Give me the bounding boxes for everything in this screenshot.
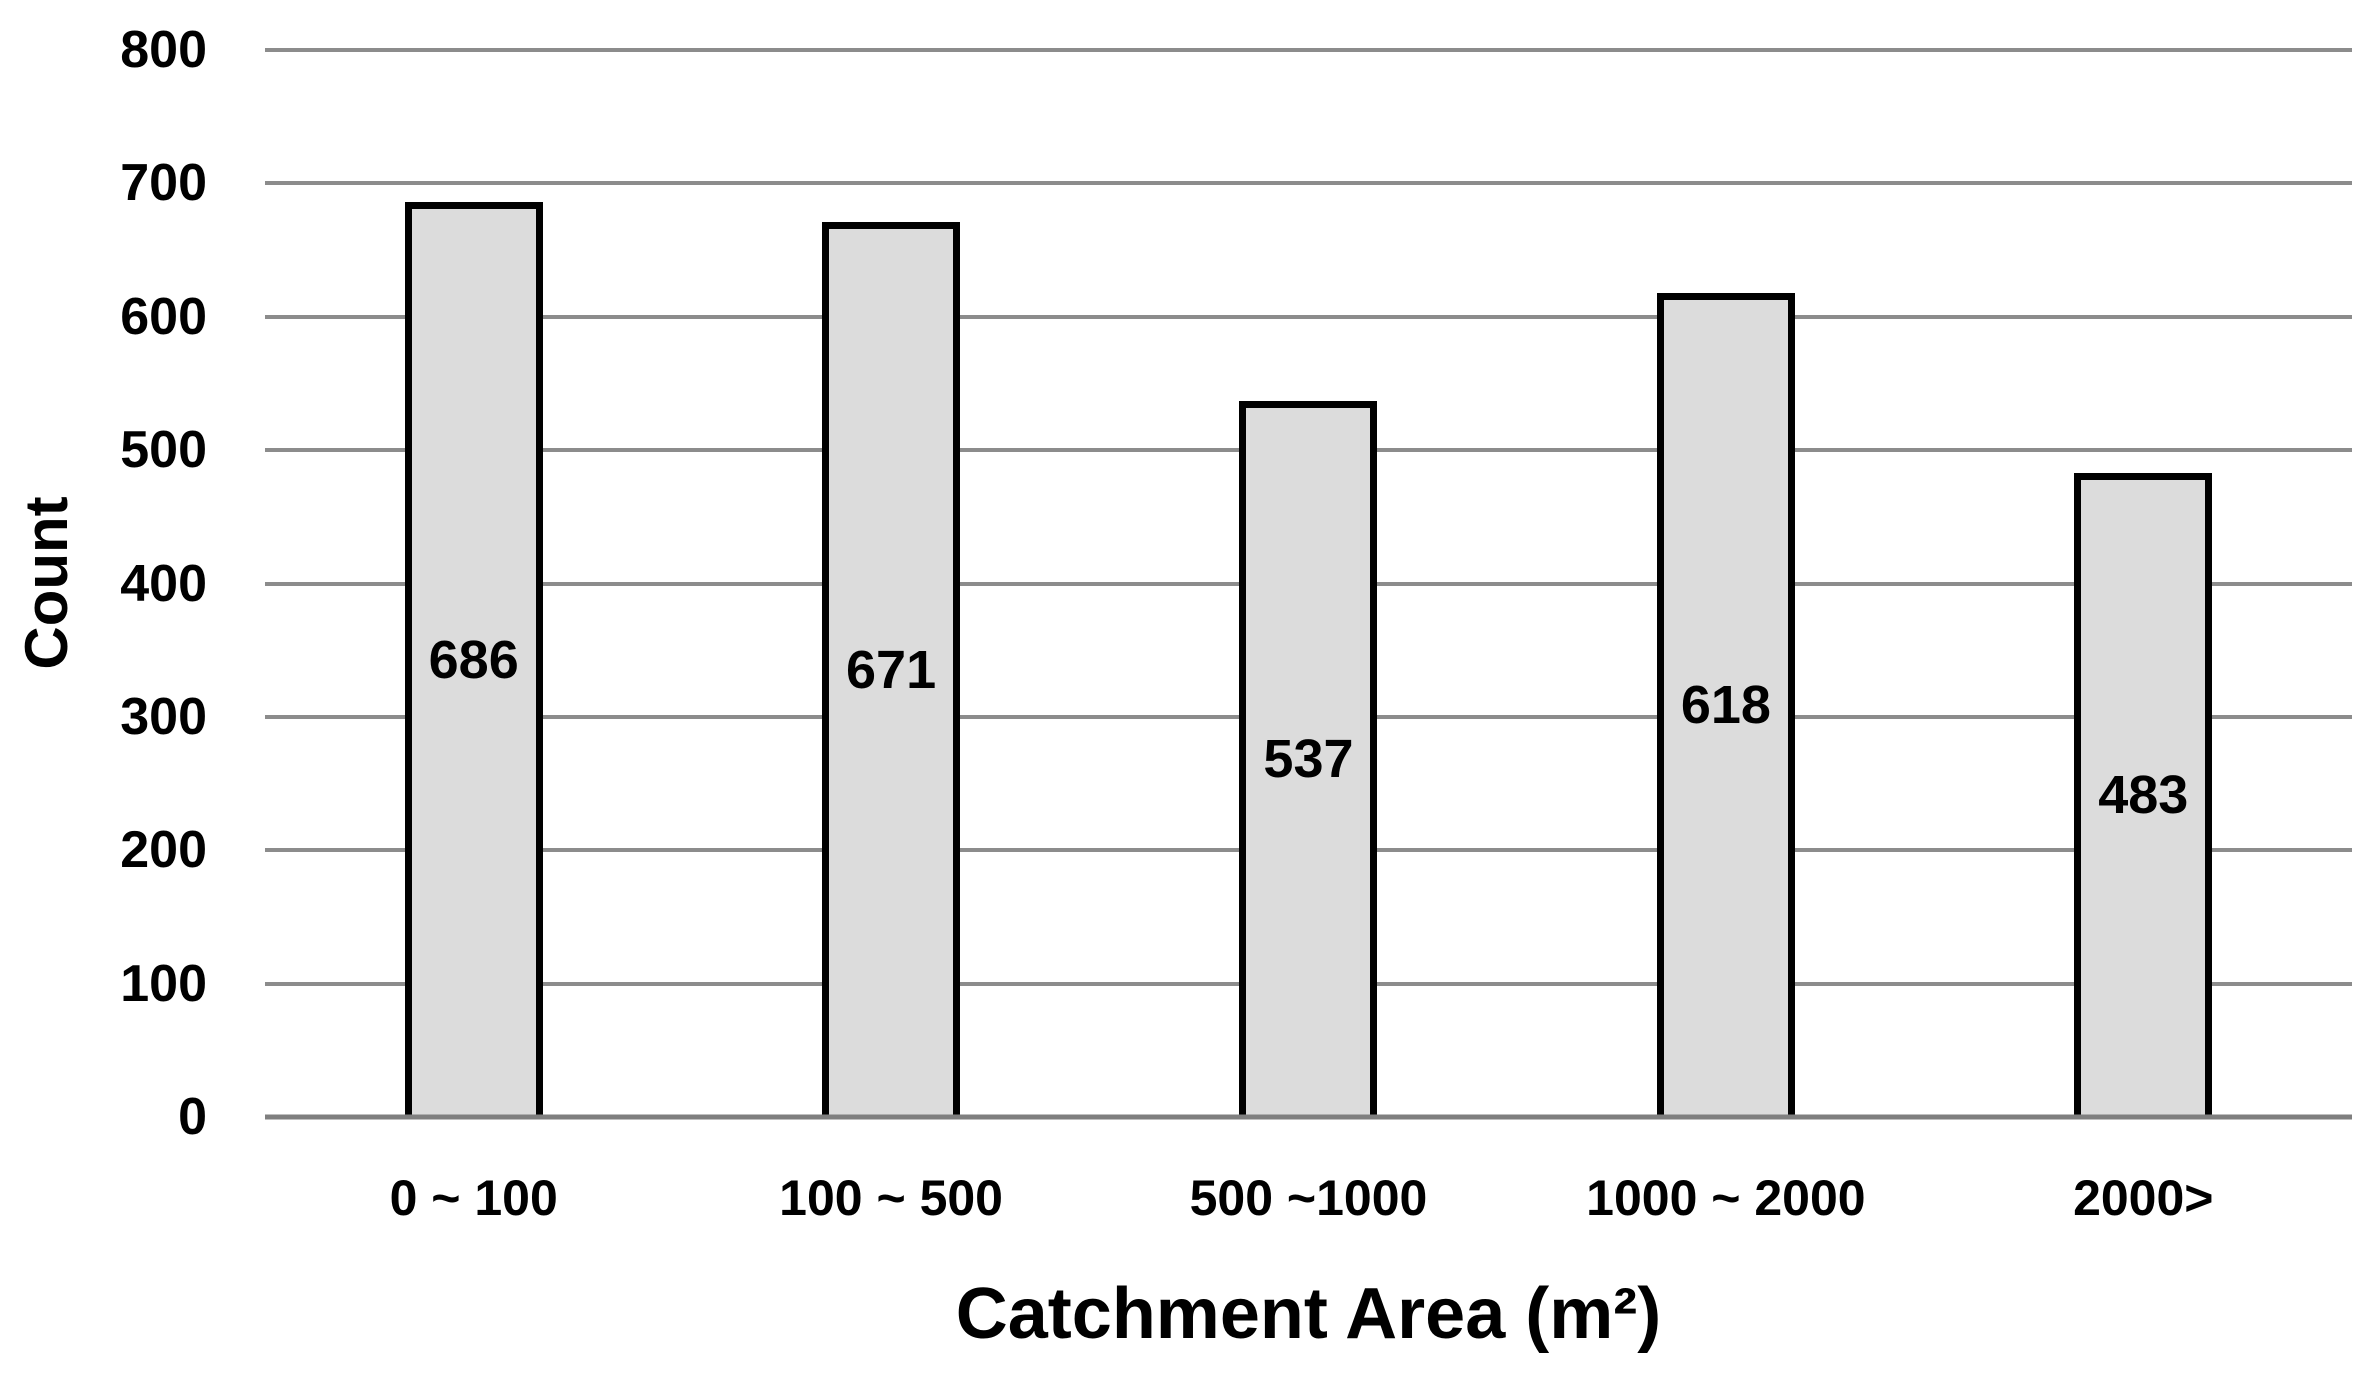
bar: [2074, 472, 2213, 1117]
gridline: [265, 48, 2352, 52]
bar: [404, 202, 543, 1117]
bar-value-label: 483: [2098, 764, 2189, 825]
y-tick-label: 800: [120, 21, 207, 79]
bar-value-label: 671: [846, 639, 937, 700]
x-tick-label: 2000>: [2073, 1170, 2214, 1226]
bar-column: 618 1000 ~ 2000: [1517, 50, 1934, 1223]
bar-column: 686 0 ~ 100: [265, 50, 682, 1223]
y-tick-label: 300: [120, 687, 207, 746]
y-tick-label: 700: [120, 154, 207, 213]
y-tick-label: 600: [120, 287, 207, 346]
gridline: [265, 314, 2352, 319]
y-tick-label: 500: [120, 421, 207, 480]
bar: [1239, 400, 1378, 1117]
bar: [1656, 292, 1795, 1117]
bar-value-label: 686: [428, 629, 519, 690]
x-tick-label: 500 ~1000: [1189, 1170, 1428, 1226]
x-axis-title: Catchment Area (m²): [955, 1274, 1662, 1354]
y-tick-label: 0: [178, 1088, 207, 1146]
bar-value-label: 537: [1263, 728, 1354, 789]
y-tick-label: 400: [120, 554, 207, 613]
y-tick-label: 100: [120, 954, 207, 1013]
y-axis-title: Count: [13, 496, 80, 670]
bar-value-label: 618: [1680, 674, 1771, 735]
gridline: [265, 181, 2352, 186]
bar-column: 671 100 ~ 500: [682, 50, 1099, 1223]
y-tick-label: 200: [120, 821, 207, 880]
x-axis-line: [265, 1114, 2352, 1120]
bar: [822, 222, 961, 1117]
x-tick-label: 0 ~ 100: [389, 1170, 558, 1226]
x-tick-label: 100 ~ 500: [779, 1170, 1003, 1226]
x-tick-label: 1000 ~ 2000: [1586, 1170, 1866, 1226]
bar-column: 537 500 ~1000: [1100, 50, 1517, 1223]
bar-column: 483 2000>: [1935, 50, 2352, 1223]
plot-area: 0 100 200 300 400 500 600 700 800 686 0 ~ 100 671 10…: [120, 24, 2352, 1223]
